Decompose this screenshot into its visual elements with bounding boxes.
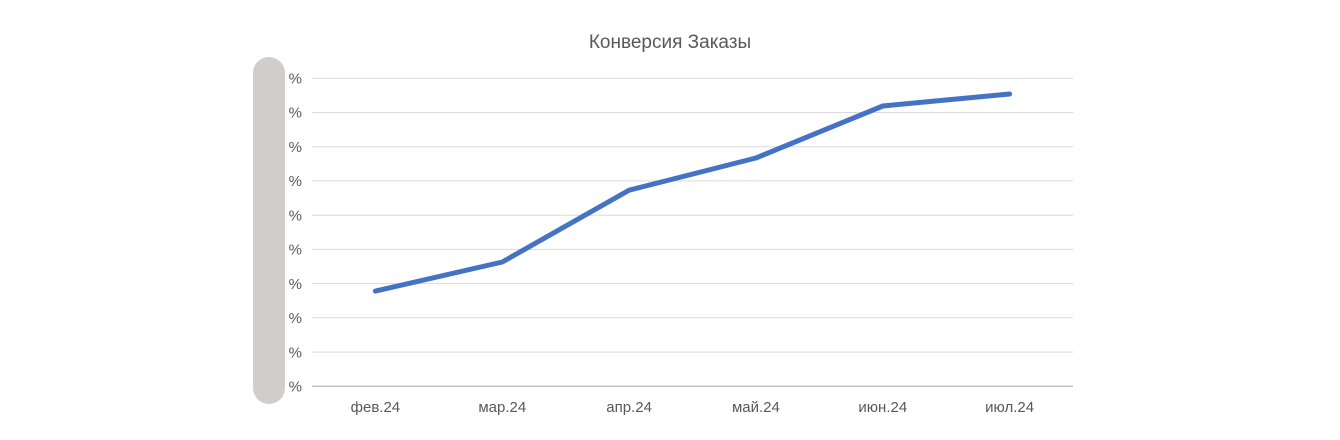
y-tick-label: % <box>289 207 302 224</box>
x-tick-label: апр.24 <box>606 399 652 416</box>
series-line-conversion <box>372 91 1013 294</box>
y-axis-tick-labels: %%%%%%%%%% <box>289 70 302 395</box>
y-tick-label: % <box>289 70 302 87</box>
chart-title: Конверсия Заказы <box>589 32 751 53</box>
x-tick-label: июл.24 <box>985 399 1034 416</box>
gridlines <box>312 77 1073 387</box>
y-tick-label: % <box>289 310 302 327</box>
x-tick-label: фев.24 <box>351 399 401 416</box>
y-tick-label: % <box>289 105 302 122</box>
y-tick-label: % <box>289 139 302 156</box>
y-tick-label: % <box>289 173 302 190</box>
y-tick-label: % <box>289 344 302 361</box>
x-tick-label: май.24 <box>732 399 780 416</box>
x-axis-tick-labels: фев.24 мар.24 апр.24 май.24 июн.24 июл.24 <box>351 399 1034 416</box>
y-tick-label: % <box>289 276 302 293</box>
y-axis-redaction-bar <box>253 57 285 404</box>
y-tick-label: % <box>289 242 302 259</box>
x-tick-label: мар.24 <box>478 399 526 416</box>
y-tick-label: % <box>289 379 302 396</box>
x-tick-label: июн.24 <box>858 399 907 416</box>
